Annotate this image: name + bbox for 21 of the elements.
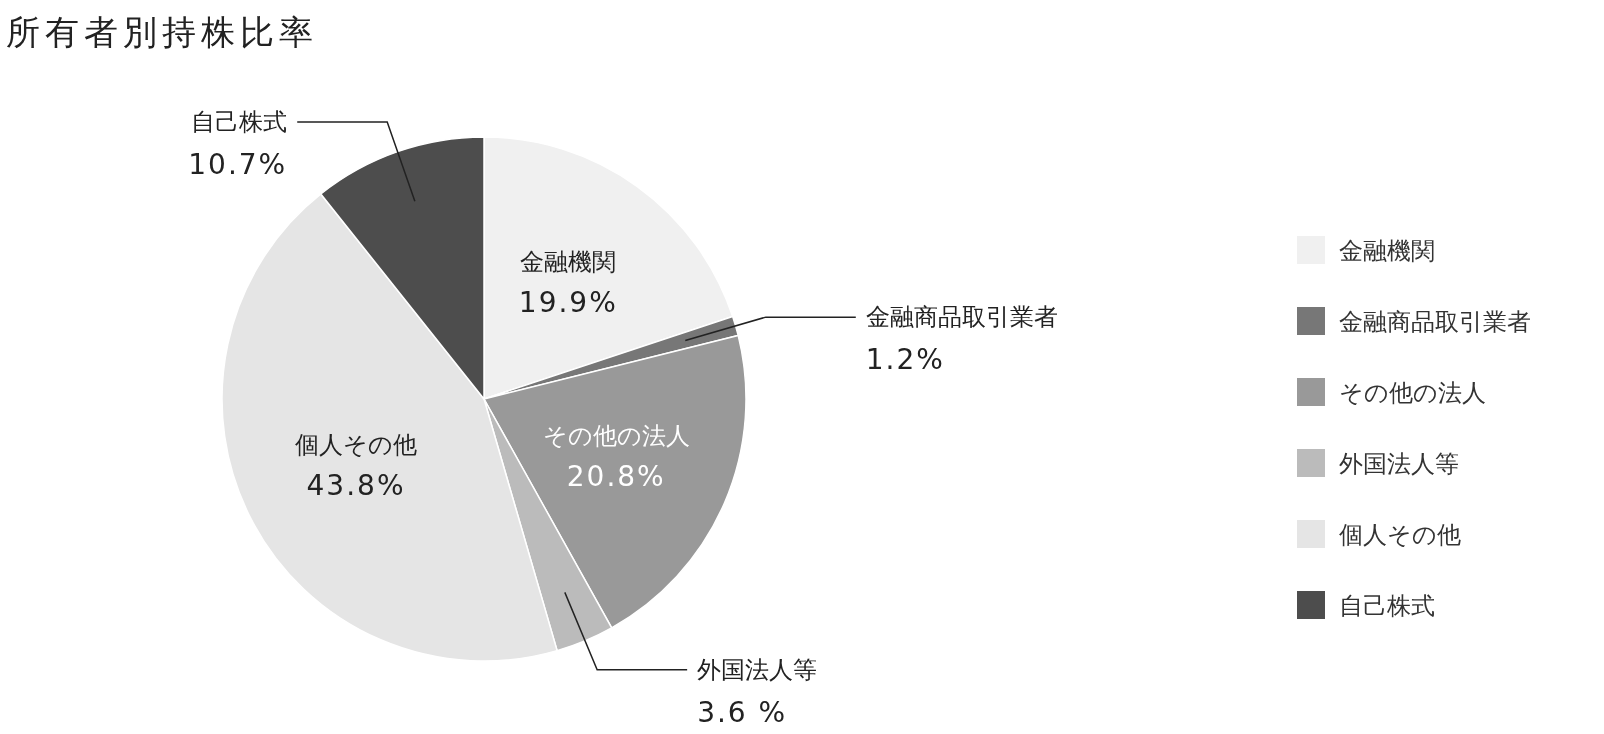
- slice-label: 金融機関: [520, 248, 617, 277]
- slice-label: 金融商品取引業者: [865, 303, 1058, 332]
- legend-label: 個人その他: [1339, 521, 1461, 549]
- slice-label: その他の法人: [542, 422, 690, 451]
- data-label: 43.8%: [306, 469, 406, 503]
- data-label: 3.6 %: [697, 695, 788, 729]
- data-label: 1.2%: [865, 343, 945, 377]
- legend-label: その他の法人: [1339, 379, 1486, 407]
- slice: 金融機関 19.9%: [483, 136, 734, 400]
- legend-label: 金融機関: [1339, 237, 1435, 265]
- data-label: 19.9%: [518, 286, 618, 320]
- legend-label: 自己株式: [1339, 592, 1435, 620]
- slice-label: 個人その他: [295, 431, 418, 460]
- chart-title: 所有者別持株比率: [6, 12, 318, 52]
- slice: その他の法人 20.8%: [483, 334, 747, 629]
- legend-label: 外国法人等: [1339, 450, 1459, 478]
- slice-label: 自己株式: [191, 107, 288, 136]
- data-label: 10.7%: [188, 147, 288, 181]
- data-label: 20.8%: [566, 460, 666, 494]
- slice-label: 外国法人等: [697, 655, 818, 684]
- legend-label: 金融商品取引業者: [1339, 308, 1531, 336]
